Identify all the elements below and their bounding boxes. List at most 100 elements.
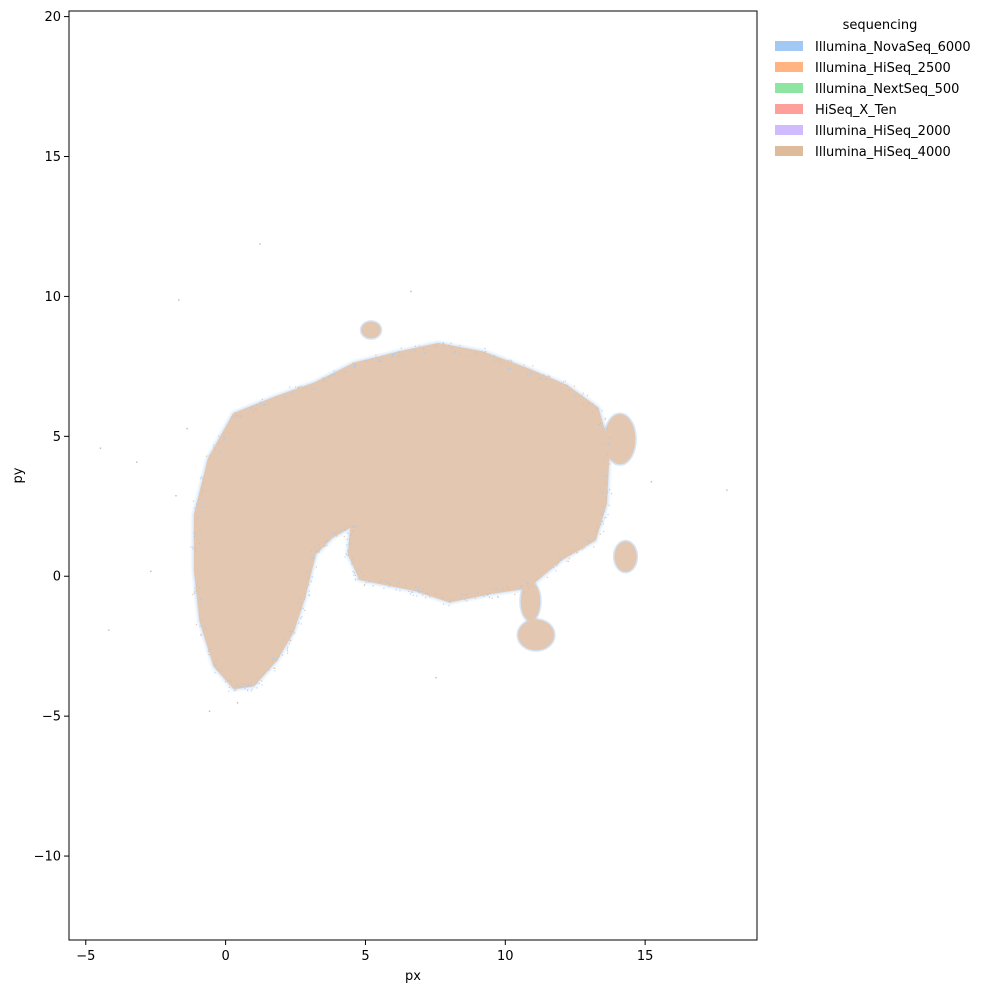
scatter-point <box>487 593 489 596</box>
scatter-point <box>273 667 275 669</box>
scatter-point <box>199 477 202 480</box>
scatter-point <box>284 396 286 398</box>
scatter-point <box>581 394 583 396</box>
scatter-point <box>600 524 602 526</box>
legend-label: Illumina_NovaSeq_6000 <box>815 40 971 55</box>
scatter-point <box>352 526 355 528</box>
outlier-point <box>108 629 110 631</box>
point-cloud <box>517 619 555 651</box>
scatter-point <box>274 670 276 672</box>
scatter-point <box>194 587 196 589</box>
scatter-point <box>315 566 318 568</box>
scatter-point <box>389 583 391 585</box>
scatter-point <box>602 520 604 522</box>
scatter-point <box>272 659 274 661</box>
scatter-point <box>247 684 250 686</box>
scatter-point <box>378 360 380 362</box>
scatter-point <box>353 561 355 563</box>
scatter-point <box>218 443 220 445</box>
outlier-point <box>236 702 239 704</box>
scatter-point <box>239 415 242 417</box>
scatter-point <box>251 406 253 408</box>
scatter-point <box>606 475 608 477</box>
scatter-point <box>595 537 597 539</box>
scatter-point <box>522 592 525 594</box>
scatter-point <box>344 529 347 531</box>
scatter-point <box>608 504 610 506</box>
legend-swatch <box>775 104 803 114</box>
scatter-point <box>350 534 352 536</box>
scatter-point <box>197 582 199 585</box>
scatter-point <box>218 435 220 437</box>
scatter-point <box>410 591 413 593</box>
scatter-point <box>422 594 424 596</box>
legend-label: Illumina_NextSeq_500 <box>815 82 959 97</box>
scatter-point <box>415 590 417 592</box>
scatter-point <box>547 375 549 377</box>
scatter-point <box>500 362 503 364</box>
legend-swatch <box>775 62 803 72</box>
scatter-point <box>569 549 572 552</box>
scatter-point <box>514 593 516 596</box>
scatter-point <box>200 476 203 478</box>
scatter-point <box>347 554 349 557</box>
scatter-point <box>343 371 345 373</box>
scatter-points <box>99 243 728 712</box>
scatter-point <box>291 630 293 633</box>
scatter-point <box>586 394 589 397</box>
scatter-point <box>349 534 351 536</box>
scatter-point <box>201 489 203 491</box>
scatter-point <box>497 596 499 598</box>
scatter-point <box>362 575 364 577</box>
scatter-point <box>199 625 201 627</box>
scatter-point <box>602 505 605 507</box>
x-tick-label: 5 <box>361 949 369 964</box>
scatter-point <box>442 603 445 605</box>
outlier-point <box>186 427 188 430</box>
scatter-point <box>307 576 309 578</box>
scatter-point <box>250 682 253 684</box>
scatter-point <box>193 532 195 534</box>
scatter-point <box>607 444 610 446</box>
scatter-point <box>193 591 195 593</box>
scatter-point <box>322 377 324 379</box>
scatter-point <box>573 385 576 387</box>
scatter-point <box>246 686 248 688</box>
scatter-point <box>418 590 420 592</box>
scatter-point <box>250 690 252 692</box>
scatter-point <box>194 592 196 595</box>
scatter-point <box>604 443 606 445</box>
y-axis-label: py <box>11 467 26 483</box>
scatter-point <box>468 354 471 356</box>
scatter-point <box>290 640 292 642</box>
scatter-point <box>310 557 312 559</box>
scatter-point <box>311 576 313 578</box>
scatter-point <box>397 355 399 358</box>
scatter-point <box>557 563 559 565</box>
scatter-point <box>223 439 225 441</box>
scatter-point <box>302 388 304 390</box>
scatter-point <box>278 655 280 657</box>
scatter-point <box>201 619 203 622</box>
scatter-point <box>317 551 319 553</box>
scatter-point <box>497 360 500 362</box>
scatter-point <box>434 344 436 346</box>
scatter-point <box>388 582 390 584</box>
scatter-point <box>422 347 424 349</box>
scatter-point <box>602 425 604 427</box>
scatter-point <box>603 460 605 462</box>
scatter-point <box>429 596 431 598</box>
scatter-point <box>404 584 406 587</box>
scatter-point <box>357 569 359 571</box>
scatter-point <box>336 535 338 537</box>
scatter-point <box>442 342 444 344</box>
scatter-point <box>352 530 354 532</box>
scatter-point <box>364 584 366 586</box>
scatter-point <box>607 490 609 493</box>
scatter-point <box>200 487 203 489</box>
legend-title: sequencing <box>843 18 918 33</box>
scatter-point <box>353 525 355 527</box>
scatter-point <box>241 683 243 685</box>
scatter-point <box>468 597 470 599</box>
point-cloud <box>193 343 610 690</box>
